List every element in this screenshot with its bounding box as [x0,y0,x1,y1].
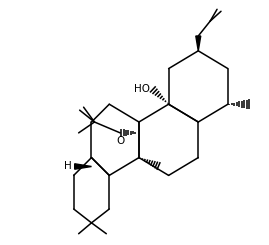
Polygon shape [75,164,91,169]
Polygon shape [196,36,201,51]
Text: H: H [64,161,72,172]
Text: O: O [116,136,124,146]
Text: HO: HO [134,84,150,94]
